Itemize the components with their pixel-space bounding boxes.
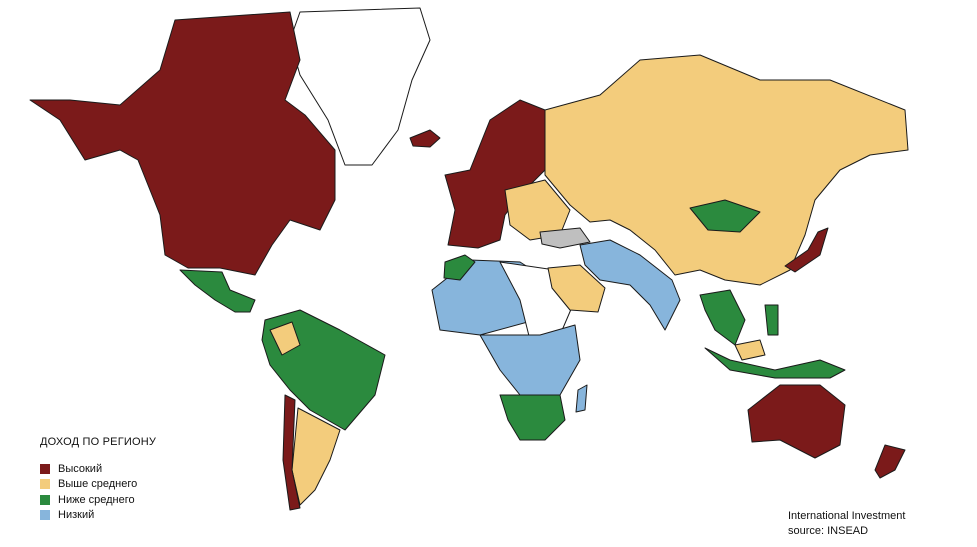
- region-australia: [747, 384, 846, 459]
- legend-label-high: Высокий: [58, 462, 103, 475]
- region-chile: [282, 394, 301, 511]
- region-arabia: [547, 264, 606, 313]
- legend-swatch-lower-middle: [40, 494, 50, 505]
- region-southeast-asia: [699, 289, 746, 346]
- region-southern-africa: [499, 394, 566, 441]
- region-japan: [784, 227, 829, 273]
- region-north-africa: [443, 254, 476, 281]
- region-iceland: [409, 129, 441, 148]
- region-mongolia: [689, 199, 761, 233]
- legend-swatch-low: [40, 510, 50, 521]
- legend-item-upper-middle: Выше среднего: [40, 477, 156, 493]
- legend-label-lower-middle: Ниже среднего: [58, 493, 135, 506]
- region-indonesia: [704, 347, 846, 379]
- legend-item-lower-middle: Ниже среднего: [40, 492, 156, 508]
- legend-title: ДОХОД ПО РЕГИОНУ: [40, 436, 157, 448]
- source-line-1: International Investment: [788, 510, 906, 522]
- source-note: International Investment source: INSEAD: [788, 509, 905, 539]
- region-madagascar: [575, 384, 588, 413]
- region-philippines: [764, 304, 779, 336]
- region-turkey: [539, 227, 591, 249]
- legend-label-low: Низкий: [58, 509, 95, 522]
- region-central-africa: [479, 324, 581, 396]
- region-south-asia: [579, 239, 681, 331]
- map-legend: ДОХОД ПО РЕГИОНУ Высокий Выше среднего Н…: [40, 436, 156, 523]
- region-north-america-high: [29, 11, 336, 276]
- legend-swatch-high: [40, 463, 50, 474]
- legend-item-low: Низкий: [40, 508, 156, 524]
- source-line-2: source: INSEAD: [788, 525, 869, 537]
- region-new-zealand: [874, 444, 906, 479]
- region-peru-colombia: [269, 321, 301, 356]
- legend-label-upper-middle: Выше среднего: [58, 478, 138, 491]
- region-russia-china: [544, 54, 909, 286]
- legend-swatch-upper-middle: [40, 479, 50, 490]
- legend-item-high: Высокий: [40, 461, 156, 477]
- region-mexico: [179, 269, 256, 313]
- region-malaysia: [734, 339, 766, 361]
